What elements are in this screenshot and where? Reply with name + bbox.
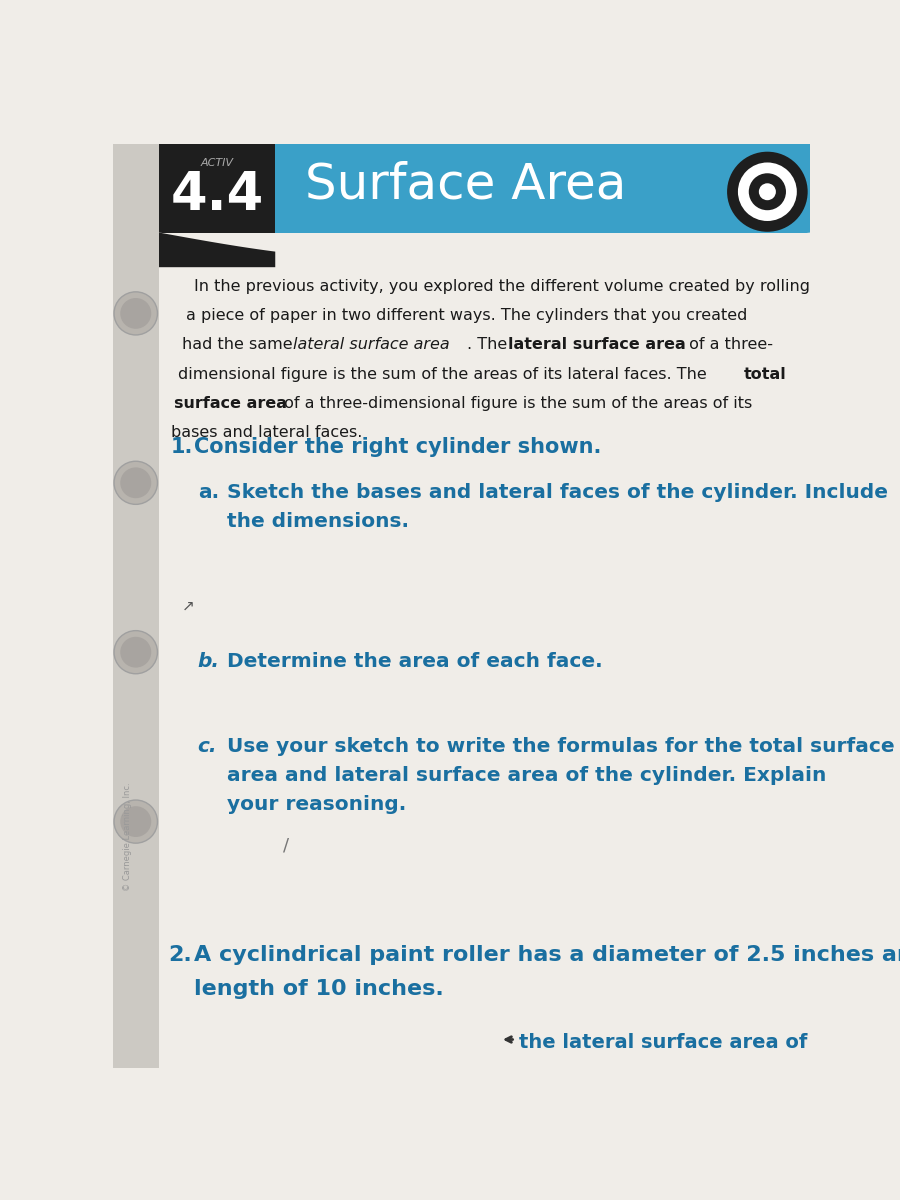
Polygon shape	[112, 144, 159, 1068]
Circle shape	[114, 292, 158, 335]
Circle shape	[759, 184, 776, 200]
Text: b.: b.	[198, 653, 220, 671]
Text: area and lateral surface area of the cylinder. Explain: area and lateral surface area of the cyl…	[227, 766, 826, 785]
Text: the dimensions.: the dimensions.	[227, 512, 410, 532]
Text: © Carnegie Learning, Inc.: © Carnegie Learning, Inc.	[123, 782, 132, 892]
Circle shape	[121, 467, 151, 498]
Text: c.: c.	[198, 737, 217, 756]
Polygon shape	[275, 144, 810, 233]
Text: dimensional figure is the sum of the areas of its lateral faces. The: dimensional figure is the sum of the are…	[178, 366, 712, 382]
Text: had the same: had the same	[182, 337, 298, 353]
Circle shape	[749, 173, 786, 210]
Text: a.: a.	[198, 482, 219, 502]
Text: In the previous activity, you explored the different volume created by rolling: In the previous activity, you explored t…	[194, 278, 810, 294]
Text: /: /	[283, 838, 289, 854]
Text: of a three-dimensional figure is the sum of the areas of its: of a three-dimensional figure is the sum…	[279, 396, 752, 410]
Circle shape	[114, 800, 158, 844]
Polygon shape	[159, 233, 810, 268]
Polygon shape	[159, 144, 275, 233]
Text: lateral surface area: lateral surface area	[293, 337, 450, 353]
Circle shape	[121, 298, 151, 329]
Text: . The: . The	[467, 337, 512, 353]
Text: Surface Area: Surface Area	[305, 161, 626, 209]
Text: a piece of paper in two different ways. The cylinders that you created: a piece of paper in two different ways. …	[186, 308, 748, 323]
Text: the lateral surface area of: the lateral surface area of	[519, 1033, 808, 1052]
Circle shape	[114, 461, 158, 504]
Text: Sketch the bases and lateral faces of the cylinder. Include: Sketch the bases and lateral faces of th…	[227, 482, 888, 502]
Text: surface area: surface area	[175, 396, 287, 410]
Text: 1.: 1.	[171, 437, 193, 456]
Text: ACTIV: ACTIV	[201, 158, 234, 168]
Text: Consider the right cylinder shown.: Consider the right cylinder shown.	[194, 437, 601, 456]
Text: Determine the area of each face.: Determine the area of each face.	[227, 653, 603, 671]
Text: of a three-: of a three-	[685, 337, 773, 353]
Circle shape	[727, 151, 807, 232]
Text: total: total	[744, 366, 787, 382]
Circle shape	[121, 806, 151, 838]
Text: 2.: 2.	[168, 944, 192, 965]
Text: ↗: ↗	[182, 599, 195, 613]
Circle shape	[738, 162, 796, 221]
Text: your reasoning.: your reasoning.	[227, 796, 407, 815]
Circle shape	[114, 631, 158, 673]
Circle shape	[121, 637, 151, 667]
Text: A cyclindrical paint roller has a diameter of 2.5 inches and a: A cyclindrical paint roller has a diamet…	[194, 944, 900, 965]
Polygon shape	[159, 144, 810, 1068]
Text: Use your sketch to write the formulas for the total surface: Use your sketch to write the formulas fo…	[227, 737, 895, 756]
Polygon shape	[159, 233, 275, 268]
Text: bases and lateral faces.: bases and lateral faces.	[171, 425, 362, 440]
Text: 4.4: 4.4	[170, 169, 264, 221]
Text: length of 10 inches.: length of 10 inches.	[194, 979, 444, 998]
Text: lateral surface area: lateral surface area	[508, 337, 686, 353]
